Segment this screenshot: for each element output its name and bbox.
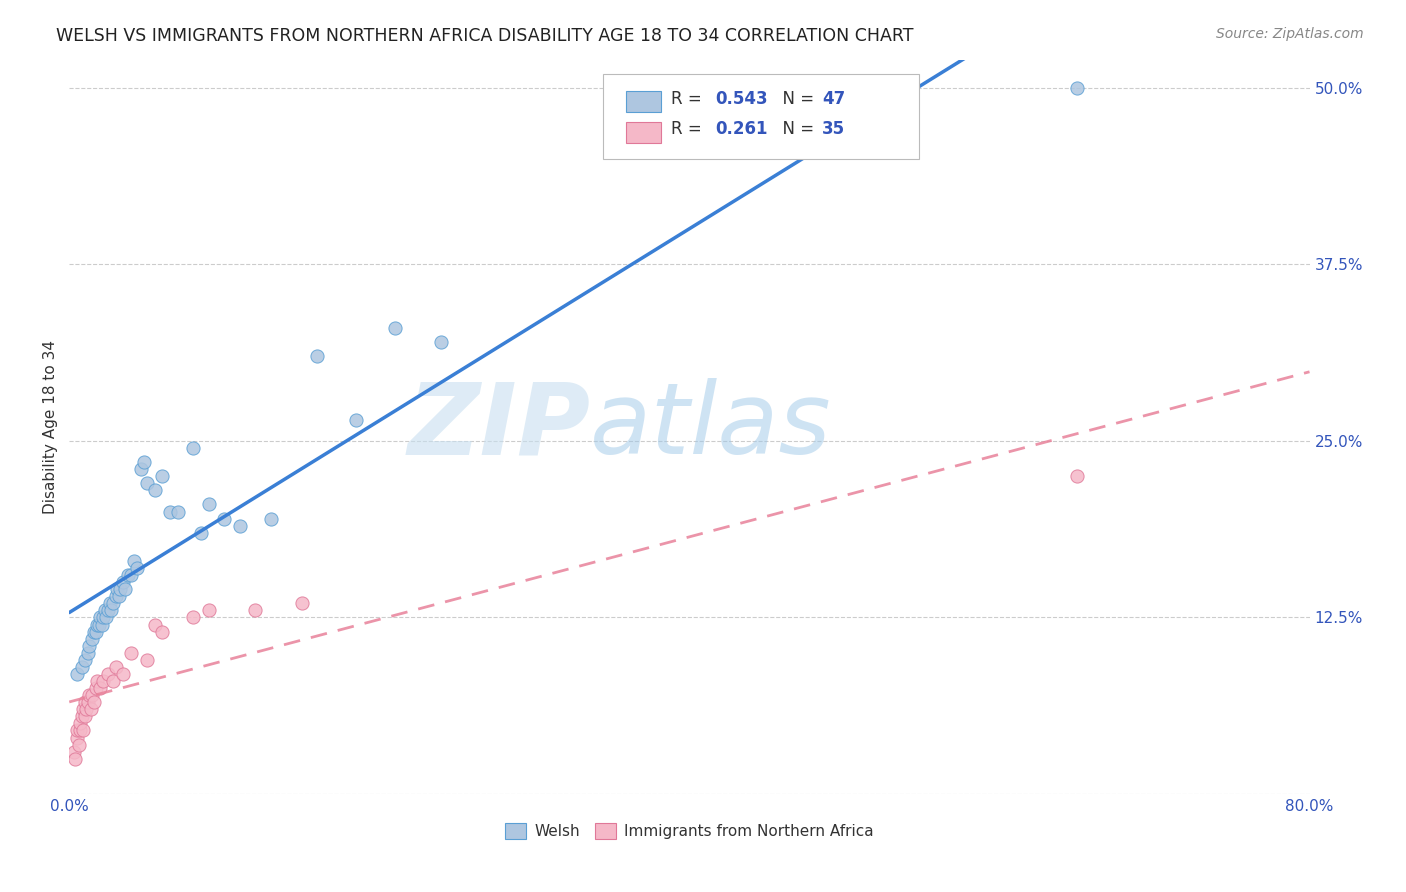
Point bbox=[127, 561, 149, 575]
Point bbox=[181, 610, 204, 624]
Point bbox=[135, 653, 157, 667]
Point bbox=[67, 738, 90, 752]
Point bbox=[120, 568, 142, 582]
Point bbox=[101, 673, 124, 688]
Point bbox=[190, 525, 212, 540]
Point bbox=[344, 413, 367, 427]
Point bbox=[114, 582, 136, 597]
Legend: Welsh, Immigrants from Northern Africa: Welsh, Immigrants from Northern Africa bbox=[499, 817, 880, 845]
Point bbox=[129, 462, 152, 476]
Point bbox=[69, 716, 91, 731]
Point bbox=[89, 610, 111, 624]
Text: N =: N = bbox=[772, 120, 820, 138]
Point bbox=[73, 709, 96, 723]
Text: R =: R = bbox=[671, 120, 707, 138]
Point bbox=[96, 610, 118, 624]
FancyBboxPatch shape bbox=[603, 74, 920, 159]
Point bbox=[143, 483, 166, 498]
Point bbox=[430, 334, 453, 349]
Point bbox=[66, 667, 89, 681]
Point bbox=[72, 723, 94, 738]
Point bbox=[94, 603, 117, 617]
Point bbox=[1066, 469, 1088, 483]
Point bbox=[291, 596, 314, 610]
Text: 47: 47 bbox=[823, 89, 845, 108]
Point bbox=[86, 617, 108, 632]
Point bbox=[143, 617, 166, 632]
Point bbox=[72, 702, 94, 716]
Point bbox=[108, 589, 131, 603]
Point bbox=[120, 646, 142, 660]
Point bbox=[73, 695, 96, 709]
Point bbox=[110, 582, 132, 597]
Point bbox=[73, 653, 96, 667]
Point bbox=[91, 673, 114, 688]
Point bbox=[86, 673, 108, 688]
Point bbox=[66, 723, 89, 738]
Point bbox=[97, 603, 120, 617]
Point bbox=[245, 603, 267, 617]
Text: atlas: atlas bbox=[591, 378, 832, 475]
Point bbox=[84, 681, 107, 695]
Y-axis label: Disability Age 18 to 34: Disability Age 18 to 34 bbox=[44, 340, 58, 514]
Point bbox=[112, 667, 135, 681]
Point bbox=[98, 596, 121, 610]
Point bbox=[65, 752, 87, 766]
Point bbox=[117, 568, 139, 582]
Point bbox=[166, 504, 188, 518]
Point bbox=[112, 575, 135, 590]
Point bbox=[229, 518, 252, 533]
Text: Source: ZipAtlas.com: Source: ZipAtlas.com bbox=[1216, 27, 1364, 41]
Text: R =: R = bbox=[671, 89, 707, 108]
FancyBboxPatch shape bbox=[626, 122, 661, 143]
Point bbox=[70, 709, 93, 723]
Point bbox=[79, 639, 101, 653]
Point bbox=[135, 476, 157, 491]
Text: WELSH VS IMMIGRANTS FROM NORTHERN AFRICA DISABILITY AGE 18 TO 34 CORRELATION CHA: WELSH VS IMMIGRANTS FROM NORTHERN AFRICA… bbox=[56, 27, 914, 45]
Point bbox=[89, 681, 111, 695]
Text: 0.543: 0.543 bbox=[716, 89, 768, 108]
Point bbox=[159, 504, 181, 518]
Point bbox=[63, 745, 86, 759]
Point bbox=[84, 624, 107, 639]
Point bbox=[124, 554, 146, 568]
Point bbox=[80, 702, 103, 716]
Point bbox=[197, 603, 219, 617]
Point bbox=[91, 610, 114, 624]
Point bbox=[69, 723, 91, 738]
Point bbox=[97, 667, 120, 681]
Point bbox=[214, 511, 236, 525]
Point bbox=[260, 511, 283, 525]
Point bbox=[384, 321, 406, 335]
Point bbox=[79, 688, 101, 702]
Text: 0.261: 0.261 bbox=[716, 120, 768, 138]
Point bbox=[70, 660, 93, 674]
Point bbox=[307, 349, 329, 363]
Point bbox=[90, 617, 112, 632]
Point bbox=[101, 596, 124, 610]
Point bbox=[1066, 80, 1088, 95]
Point bbox=[82, 688, 104, 702]
Point bbox=[197, 498, 219, 512]
Point bbox=[150, 469, 173, 483]
Text: 35: 35 bbox=[823, 120, 845, 138]
Point bbox=[104, 660, 127, 674]
Point bbox=[83, 695, 105, 709]
Point bbox=[100, 603, 122, 617]
Point bbox=[76, 646, 98, 660]
Point bbox=[104, 589, 127, 603]
Point bbox=[181, 441, 204, 455]
Point bbox=[105, 582, 128, 597]
Point bbox=[75, 702, 97, 716]
Point bbox=[132, 455, 155, 469]
Text: ZIP: ZIP bbox=[408, 378, 591, 475]
Point bbox=[87, 617, 110, 632]
Point bbox=[83, 624, 105, 639]
Point bbox=[66, 731, 89, 745]
FancyBboxPatch shape bbox=[626, 91, 661, 112]
Point bbox=[150, 624, 173, 639]
Text: N =: N = bbox=[772, 89, 820, 108]
Point bbox=[82, 632, 104, 646]
Point bbox=[76, 695, 98, 709]
